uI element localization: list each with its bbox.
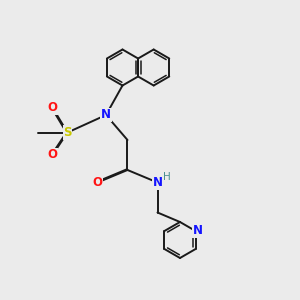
Text: H: H [163,172,170,182]
Text: O: O [47,101,58,114]
Text: N: N [193,224,202,238]
Text: N: N [152,176,163,189]
Text: S: S [63,126,72,139]
Text: O: O [47,148,58,161]
Text: N: N [101,109,111,122]
Text: O: O [92,176,103,189]
